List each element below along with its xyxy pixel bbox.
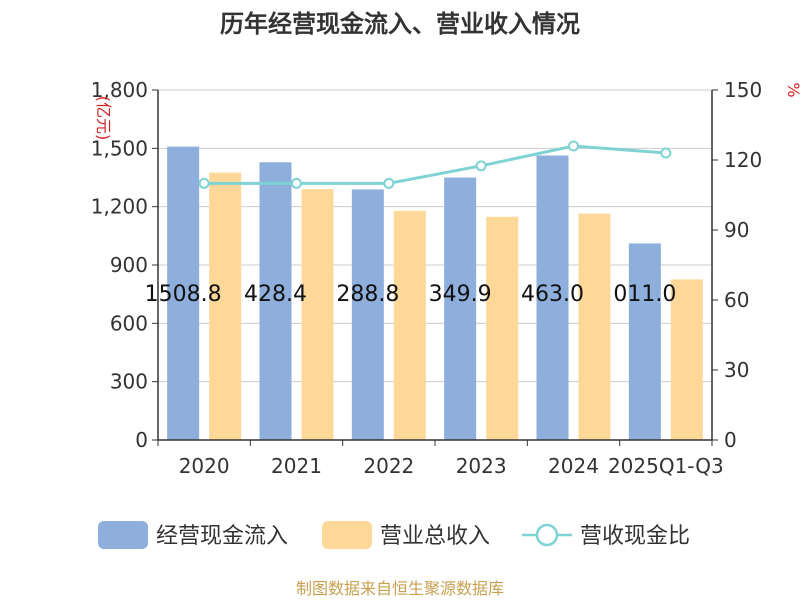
right-tick-label: 150 xyxy=(724,78,762,102)
right-tick-label: 90 xyxy=(724,218,749,242)
ratio-line xyxy=(204,144,666,185)
legend-swatch xyxy=(98,521,148,549)
right-tick-label: 0 xyxy=(724,428,737,452)
right-tick-label: 120 xyxy=(724,148,762,172)
legend: 经营现金流入 营业总收入 营收现金比 xyxy=(98,521,690,549)
bar xyxy=(670,279,703,440)
ratio-point xyxy=(475,160,487,172)
left-tick-label: 0 xyxy=(135,428,148,452)
bar-value-label: 349.9 xyxy=(429,282,492,307)
x-tick-label: 2024 xyxy=(548,454,599,478)
left-tick-label: 1,200 xyxy=(91,195,148,219)
bar xyxy=(301,189,334,440)
chart-title: 历年经营现金流入、营业收入情况 xyxy=(220,10,580,38)
ratio-line-group xyxy=(198,140,672,189)
legend-marker xyxy=(535,523,559,547)
bar xyxy=(628,243,661,440)
bar-value-label: 463.0 xyxy=(521,282,584,307)
bar xyxy=(444,177,477,440)
left-axis-unit: (亿元) xyxy=(94,96,113,141)
bar xyxy=(259,162,292,440)
footer-source: 制图数据来自恒生聚源数据库 xyxy=(296,579,504,598)
axes-group: 0 300 600 900 1,200 1,500 1,800 0 30 60 90 120 150 20… xyxy=(91,78,762,478)
bar xyxy=(536,155,569,440)
left-tick-label: 300 xyxy=(110,370,148,394)
legend-label: 经营现金流入 xyxy=(156,524,288,549)
ratio-point xyxy=(291,177,302,189)
bar xyxy=(167,146,200,440)
bars-group xyxy=(167,146,703,440)
ratio-point xyxy=(660,147,672,159)
bar-value-label: 011.0 xyxy=(613,282,676,307)
ratio-point xyxy=(383,177,395,189)
bar xyxy=(393,210,426,440)
x-tick-label: 2022 xyxy=(363,454,414,478)
grid-lines xyxy=(158,89,712,383)
bar xyxy=(578,213,611,440)
legend-label: 营收现金比 xyxy=(580,524,690,549)
right-axis-unit: % xyxy=(784,82,800,97)
x-tick-label: 2021 xyxy=(271,454,322,478)
right-tick-label: 60 xyxy=(724,288,749,312)
right-tick-label: 30 xyxy=(724,358,749,382)
bar xyxy=(351,189,384,440)
x-tick-label: 2020 xyxy=(179,454,230,478)
ratio-point xyxy=(198,177,210,189)
left-tick-label: 900 xyxy=(110,253,148,277)
left-tick-label: 1,500 xyxy=(91,136,148,160)
bar xyxy=(209,172,242,440)
x-tick-label: 2025Q1-Q3 xyxy=(608,454,724,478)
bar-value-label: 428.4 xyxy=(244,282,307,307)
ratio-point xyxy=(568,140,579,152)
left-tick-label: 1,800 xyxy=(91,78,148,102)
left-tick-label: 600 xyxy=(110,311,148,335)
bar xyxy=(486,216,519,440)
legend-label: 营业总收入 xyxy=(380,524,490,549)
bar-value-label: 1508.8 xyxy=(145,282,222,307)
bar-value-label: 288.8 xyxy=(336,282,399,307)
legend-swatch xyxy=(322,521,372,549)
x-tick-label: 2023 xyxy=(456,454,507,478)
